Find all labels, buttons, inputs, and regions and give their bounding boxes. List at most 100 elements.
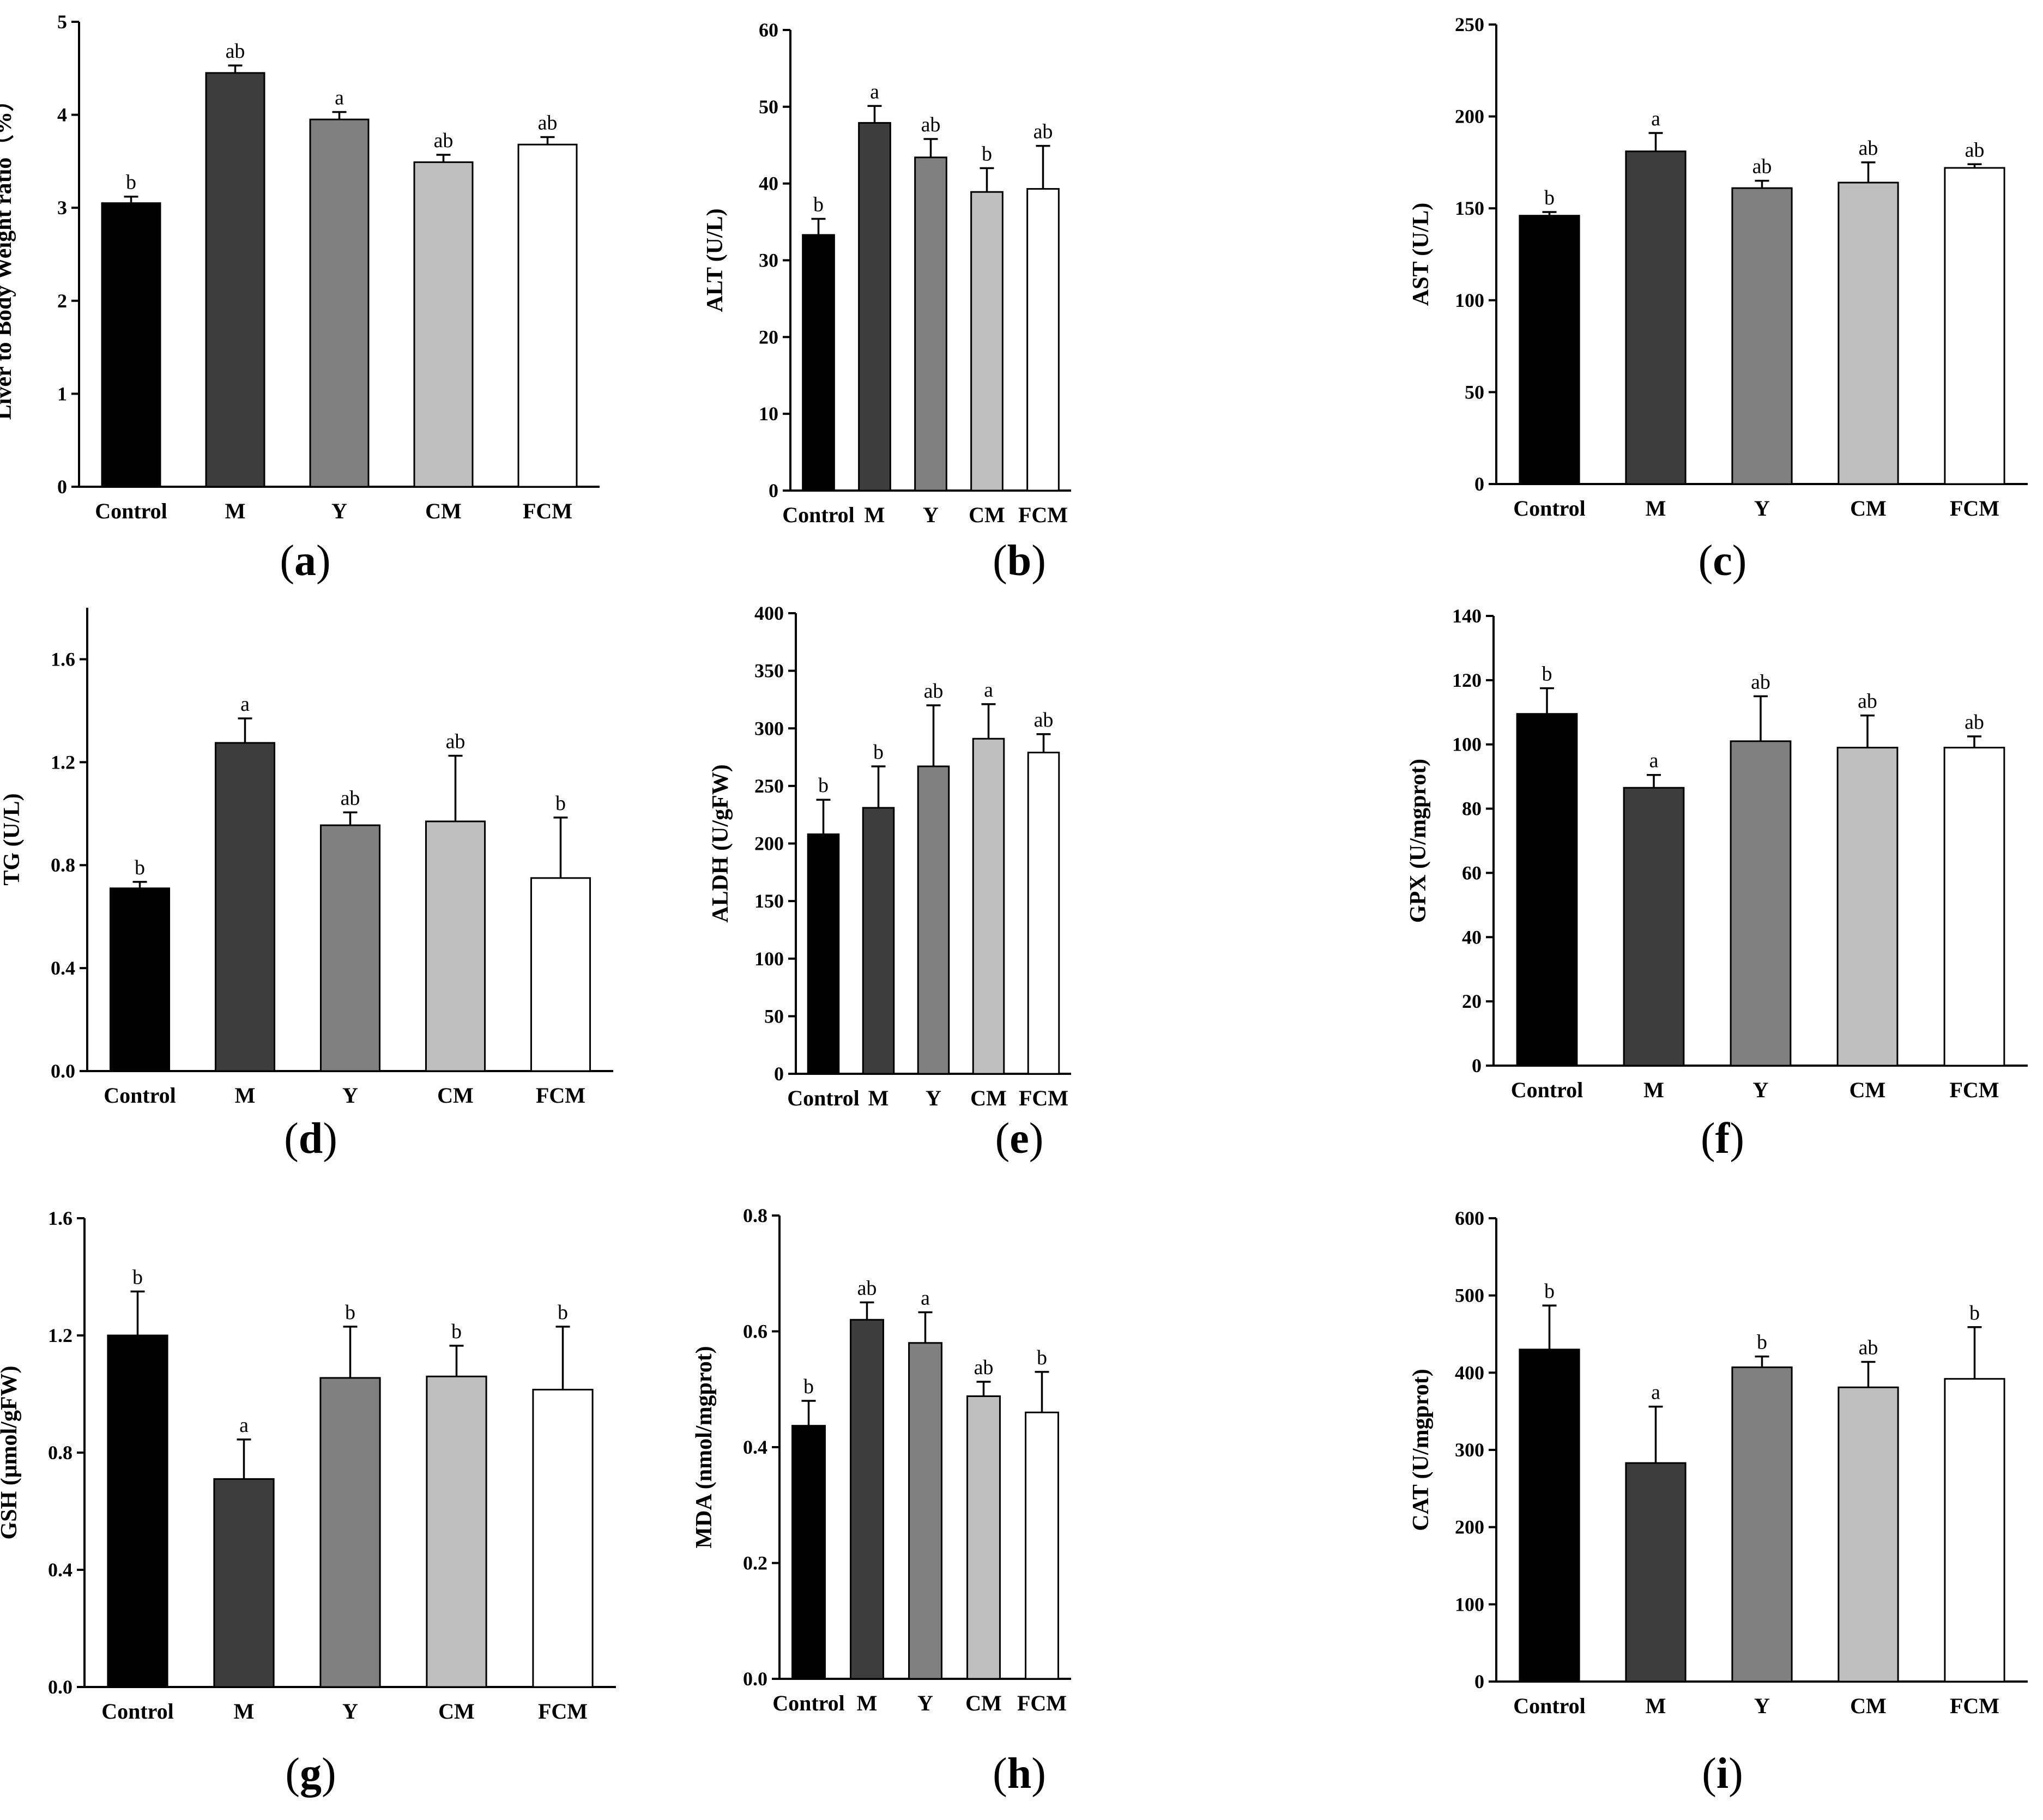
y-tick-label: 10 xyxy=(759,403,778,425)
y-tick-label: 150 xyxy=(754,890,784,912)
y-tick-label: 0 xyxy=(57,476,67,498)
significance-label: b xyxy=(555,792,566,815)
y-tick-label: 3 xyxy=(57,197,67,219)
x-category-label: CM xyxy=(425,499,462,523)
x-category-label: FCM xyxy=(523,499,572,523)
x-category-label: CM xyxy=(1850,496,1887,521)
bar-m xyxy=(850,1319,884,1680)
bar-y xyxy=(914,156,947,492)
significance-label: a xyxy=(984,679,993,702)
y-tick-label: 4 xyxy=(57,104,67,126)
bar-control xyxy=(107,1334,168,1688)
x-category-label: M xyxy=(1643,1078,1664,1102)
y-tick-label: 0.8 xyxy=(51,854,75,876)
y-tick-label: 200 xyxy=(1455,1516,1484,1538)
x-category-label: FCM xyxy=(1018,503,1068,527)
chart-panel-f: 0 20 40 60 80 100 120 140 GPX (U/mgprot) b Control… xyxy=(1406,605,2028,1163)
x-category-label: FCM xyxy=(1017,1691,1067,1715)
x-category-label: M xyxy=(868,1086,889,1110)
bar-cm xyxy=(426,1375,487,1688)
bar-cm xyxy=(425,820,486,1072)
panel-caption: (a) xyxy=(280,537,330,585)
x-category-label: M xyxy=(225,499,246,523)
y-tick-label: 500 xyxy=(1455,1285,1484,1307)
significance-label: a xyxy=(921,1286,930,1309)
x-category-label: Y xyxy=(1753,1078,1769,1102)
y-tick-label: 100 xyxy=(754,948,784,970)
y-tick-label: 0.6 xyxy=(743,1321,767,1343)
y-tick-label: 400 xyxy=(754,602,784,624)
significance-label: a xyxy=(239,1414,249,1437)
bar-control xyxy=(1519,1349,1580,1683)
significance-label: b xyxy=(1037,1346,1047,1369)
significance-label: ab xyxy=(1859,1337,1878,1359)
panel-letter: a xyxy=(294,537,316,585)
y-tick-label: 0.0 xyxy=(51,1060,75,1082)
x-category-label: Control xyxy=(1513,496,1586,521)
bar-cm xyxy=(1838,1386,1899,1683)
bar-y xyxy=(1731,1366,1793,1683)
significance-label: b xyxy=(873,741,884,764)
chart-panel-g: 0.0 0.4 0.8 1.2 1.6 GSH (μmol/gFW) b Control a Mb… xyxy=(0,1207,616,1798)
significance-label: a xyxy=(870,80,879,103)
panel-letter: b xyxy=(1007,537,1032,585)
x-category-label: FCM xyxy=(536,1083,585,1108)
panel-caption: (g) xyxy=(285,1750,336,1798)
y-tick-label: 200 xyxy=(754,833,784,855)
significance-label: b xyxy=(132,1266,143,1289)
significance-label: ab xyxy=(1034,709,1054,731)
bar-cm xyxy=(413,161,474,488)
x-category-label: CM xyxy=(969,503,1005,527)
y-tick-label: 300 xyxy=(1455,1439,1484,1461)
panel-caption: (b) xyxy=(993,537,1046,585)
y-tick-label: 0.4 xyxy=(48,1559,72,1581)
panel-letter: e xyxy=(1010,1115,1029,1163)
y-tick-label: 100 xyxy=(1452,734,1482,755)
x-category-label: Control xyxy=(104,1083,176,1108)
bar-y xyxy=(1730,740,1792,1067)
significance-label: ab xyxy=(434,129,454,152)
bar-cm xyxy=(1836,747,1899,1067)
panel-letter: i xyxy=(1716,1750,1728,1798)
panel-letter: f xyxy=(1715,1115,1731,1163)
bar-fcm xyxy=(1026,188,1060,492)
y-tick-label: 0.4 xyxy=(51,957,75,979)
significance-label: ab xyxy=(924,680,944,703)
y-tick-label: 400 xyxy=(1455,1362,1484,1383)
significance-label: b xyxy=(1969,1302,1980,1325)
significance-label: ab xyxy=(974,1356,994,1379)
y-tick-label: 60 xyxy=(1462,862,1482,884)
y-tick-label: 1.2 xyxy=(51,751,75,773)
x-category-label: M xyxy=(1646,496,1666,521)
chart-panel-c: 0 50 100 150 200 250 AST (U/L) b Control a Mab Yab C… xyxy=(1409,14,2028,585)
x-category-label: CM xyxy=(1850,1694,1887,1718)
significance-label: b xyxy=(345,1301,355,1324)
significance-label: a xyxy=(1651,1381,1660,1404)
significance-label: b xyxy=(1757,1331,1767,1354)
y-tick-label: 20 xyxy=(759,326,778,348)
bar-y xyxy=(309,118,370,488)
x-category-label: FCM xyxy=(1949,1078,1999,1102)
y-axis-title: AST (U/L) xyxy=(1409,203,1434,306)
y-tick-label: 0 xyxy=(1472,1055,1482,1077)
bar-m xyxy=(862,807,895,1075)
significance-label: b xyxy=(135,856,145,879)
x-category-label: CM xyxy=(965,1691,1002,1715)
significance-label: a xyxy=(240,693,250,716)
y-tick-label: 250 xyxy=(1455,14,1484,35)
y-tick-label: 30 xyxy=(759,250,778,271)
x-category-label: Control xyxy=(787,1086,860,1110)
y-tick-label: 1.6 xyxy=(51,648,75,670)
x-category-label: Control xyxy=(1513,1694,1586,1718)
significance-label: ab xyxy=(1751,670,1770,693)
chart-panel-a: 0 1 2 3 4 5 Liver to Body Weight ratio（%） b Cont… xyxy=(0,11,600,585)
x-category-label: Y xyxy=(1754,496,1770,521)
x-category-label: Y xyxy=(926,1086,941,1110)
chart-panel-i: 0 100 200 300 400 500 600 CAT (U/mgprot) b Contro… xyxy=(1409,1207,2028,1798)
significance-label: ab xyxy=(341,787,360,809)
bar-cm xyxy=(1838,182,1899,485)
y-axis-title: GSH (μmol/gFW) xyxy=(0,1366,22,1540)
y-tick-label: 40 xyxy=(1462,926,1482,948)
y-axis-title: CAT (U/mgprot) xyxy=(1409,1369,1434,1531)
